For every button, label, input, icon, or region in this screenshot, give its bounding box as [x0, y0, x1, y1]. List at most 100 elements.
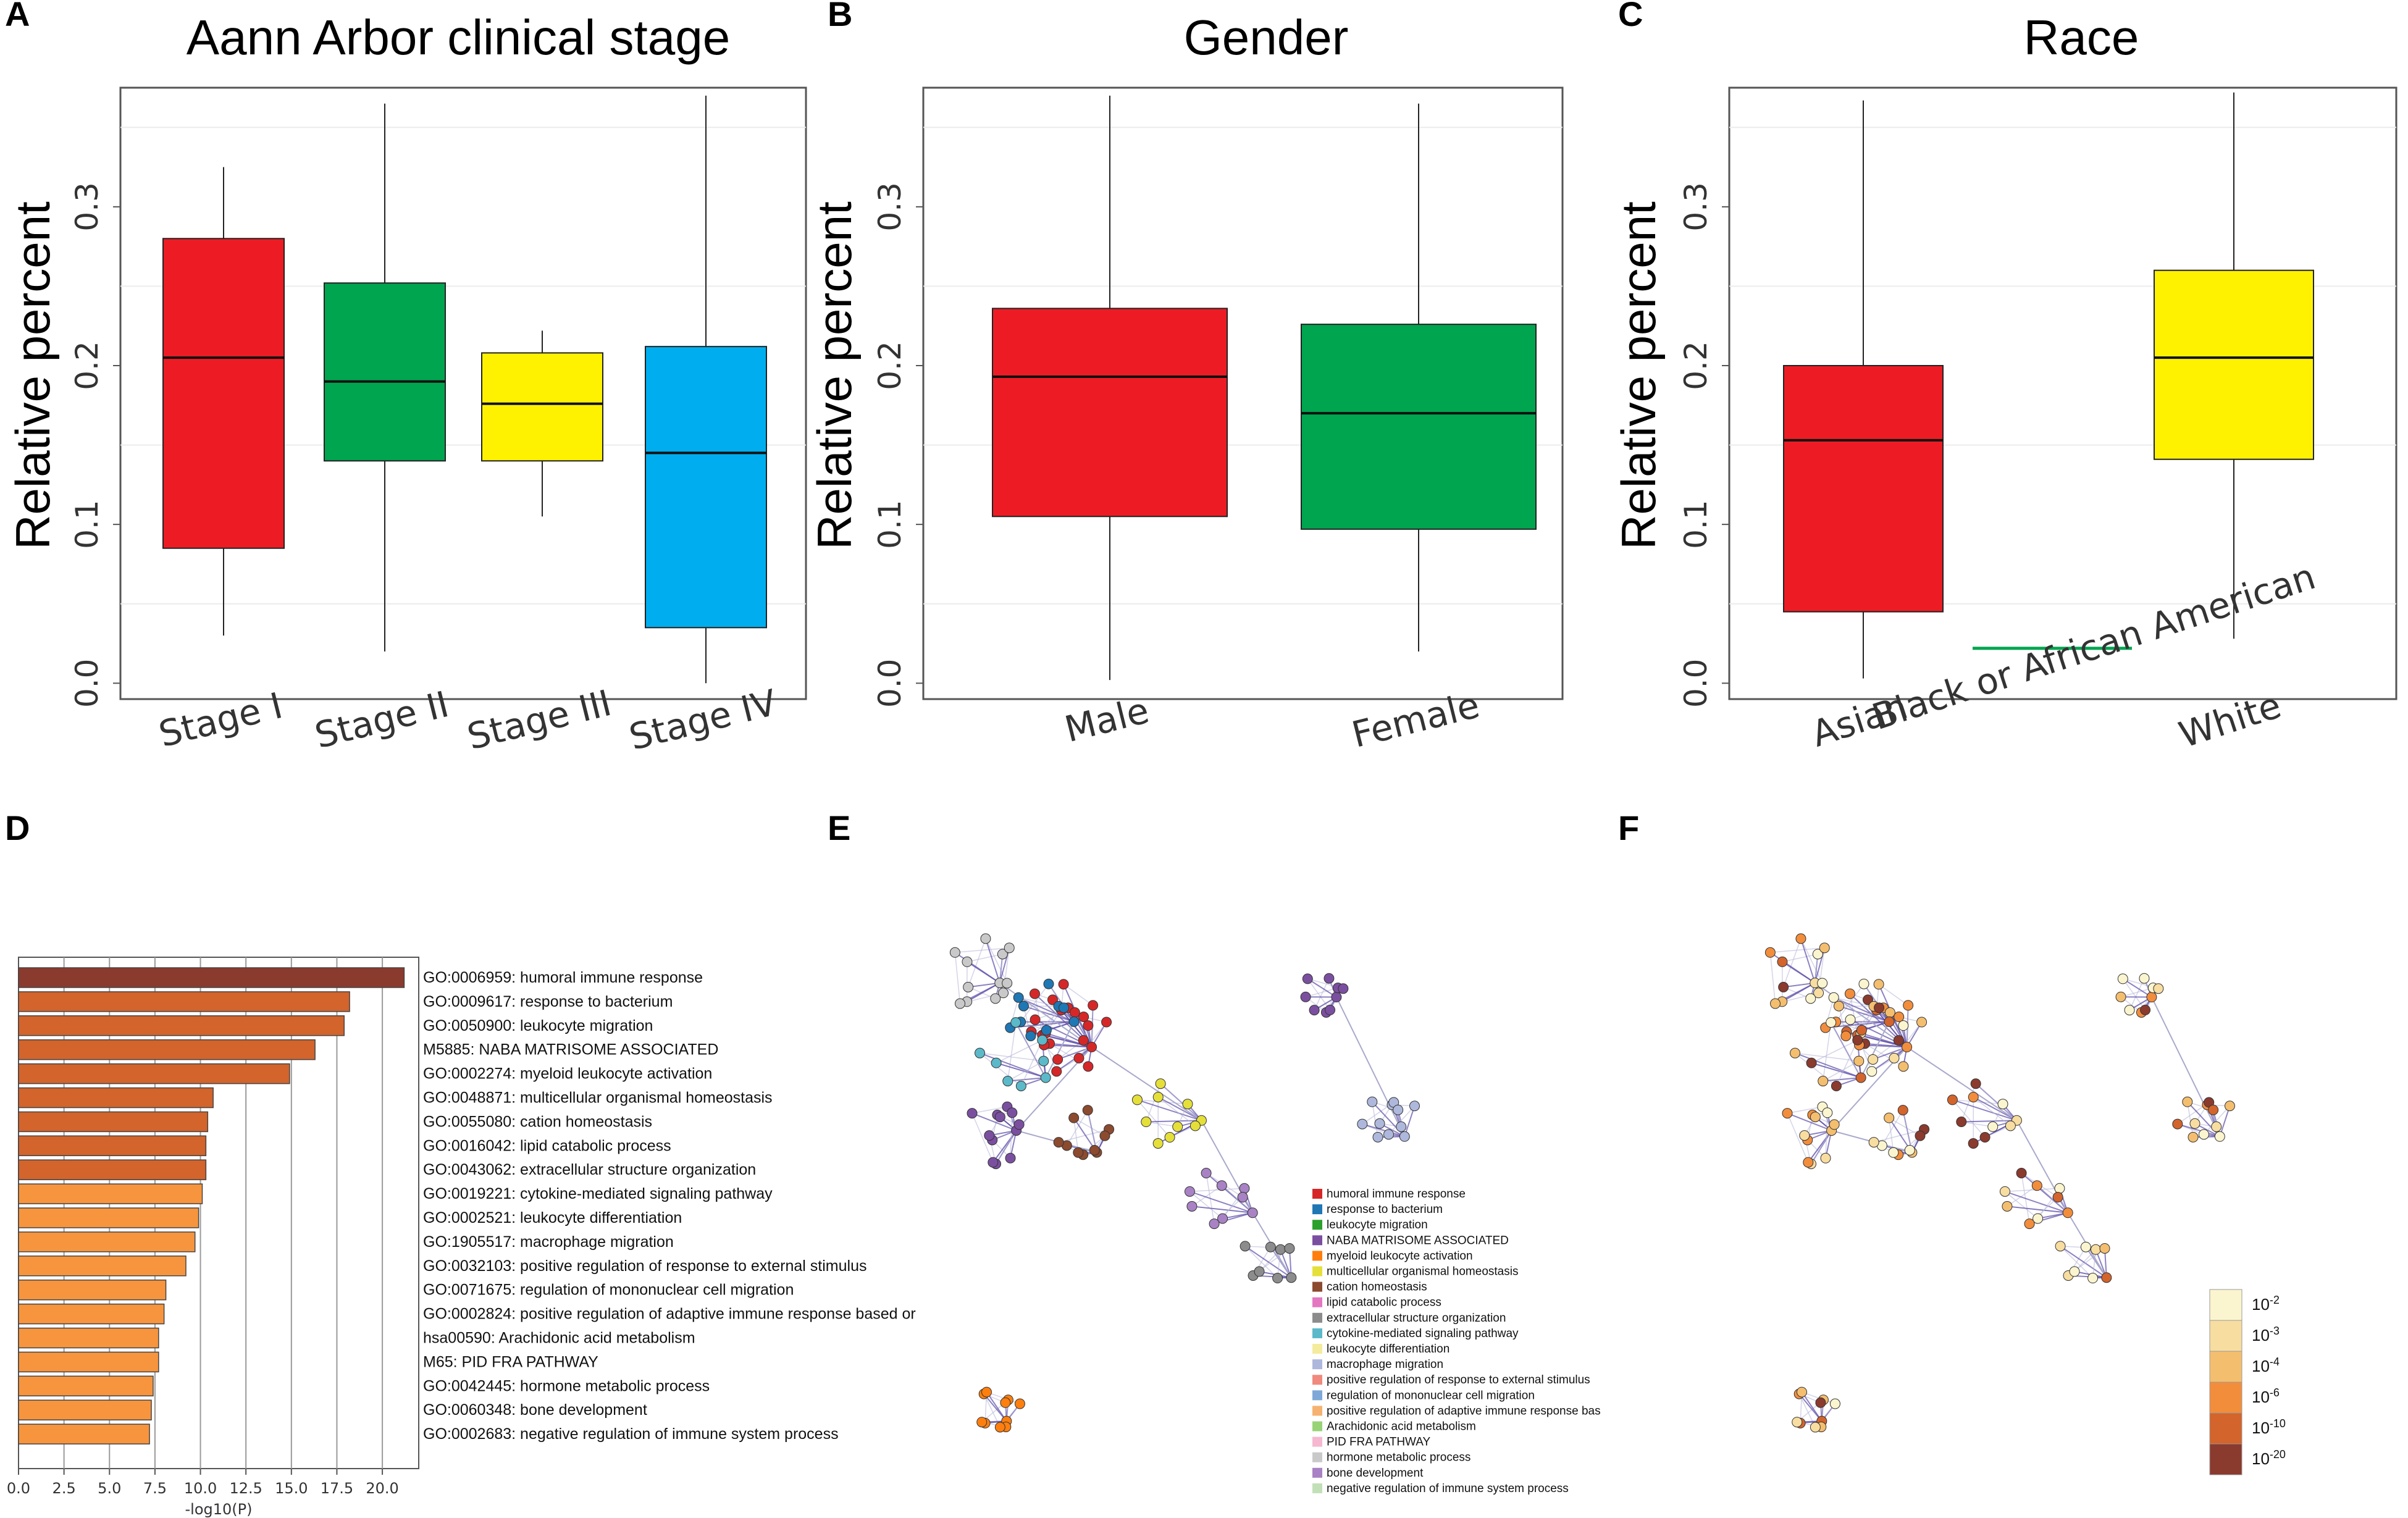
network-node	[1777, 956, 1788, 967]
network-node	[975, 1047, 986, 1059]
legend-label: lipid catabolic process	[1327, 1296, 1441, 1309]
network-node	[988, 1157, 999, 1168]
legend-swatch	[1312, 1452, 1322, 1462]
network-node	[1037, 1034, 1048, 1046]
box	[481, 352, 603, 462]
network-node	[1383, 1129, 1394, 1140]
boxplot-race: Race Relative percent 0.00.10.20.3AsianB…	[1611, 10, 2398, 756]
network-node	[2002, 1201, 2013, 1212]
network-node	[2172, 1118, 2183, 1130]
network-node	[1164, 1132, 1175, 1143]
x-tick-label: 12.5	[229, 1480, 262, 1497]
network-edge	[1007, 1060, 1044, 1082]
network-node	[1792, 1417, 1803, 1428]
network-node	[1840, 1030, 1852, 1041]
network-node	[1915, 1130, 1926, 1141]
network-edge	[1961, 1120, 2017, 1123]
network-node	[1189, 1120, 1201, 1131]
x-tick-label: 2.5	[52, 1480, 76, 1497]
network-node	[1172, 1121, 1183, 1132]
network-edge	[1307, 978, 1331, 1010]
network-node	[1073, 1052, 1084, 1063]
pvalue-label: 10-20	[2252, 1448, 2286, 1468]
network-edge	[2151, 997, 2221, 1137]
bar	[18, 1327, 159, 1349]
network-edge	[1973, 1096, 2011, 1126]
pvalue-exponent: -3	[2270, 1325, 2280, 1337]
network-edge	[1800, 938, 1816, 983]
legend-label: humoral immune response	[1327, 1188, 1466, 1201]
network-node	[1254, 1266, 1265, 1277]
network-node	[1099, 1130, 1110, 1141]
network-node	[2117, 973, 2128, 984]
y-tick-label: 0.0	[69, 659, 105, 708]
x-tick-label: 5.0	[98, 1480, 121, 1497]
network-node	[2052, 1192, 2063, 1203]
network-node	[1833, 1000, 1844, 1012]
network-node	[1083, 1020, 1094, 1031]
network-node	[2140, 1004, 2151, 1015]
network-node	[1829, 1119, 1840, 1130]
network-node	[1068, 1112, 1080, 1123]
pvalue-exponent: -2	[2270, 1294, 2280, 1306]
network-node	[1817, 978, 1828, 989]
legend-swatch	[1312, 1375, 1322, 1385]
network-node	[1331, 992, 1342, 1003]
network-node	[1089, 1144, 1100, 1155]
network-node	[1852, 1034, 1863, 1046]
network-edge	[971, 1113, 994, 1163]
network-node	[1302, 973, 1313, 984]
y-tick-label: 0.3	[872, 182, 908, 232]
pvalue-label: 10-6	[2252, 1386, 2280, 1406]
go-term-label: GO:0006959: humoral immune response	[423, 969, 703, 986]
x-category-label: Stage I	[154, 684, 287, 755]
network-node	[1796, 1386, 1807, 1398]
network-node	[976, 1417, 988, 1428]
network-node	[1237, 1192, 1248, 1203]
network-node	[1853, 1055, 1865, 1067]
network-edge	[1160, 1083, 1202, 1121]
network-node	[962, 956, 973, 967]
plot-frame	[119, 86, 807, 700]
network-node	[1855, 1072, 1866, 1083]
network-node	[1029, 988, 1040, 999]
network-node	[1818, 1076, 1829, 1087]
network-node	[1904, 1144, 1915, 1155]
y-tick-label: 0.2	[1678, 341, 1714, 390]
network-edge	[2120, 987, 2154, 997]
bar	[18, 1351, 159, 1373]
network-node	[2139, 973, 2150, 984]
bar	[18, 1015, 345, 1036]
network-node	[1884, 1112, 1895, 1123]
network-node	[2182, 1096, 2193, 1107]
box	[324, 282, 446, 462]
network-node	[1396, 1121, 1407, 1132]
network-edge	[2036, 1185, 2068, 1214]
bar	[18, 1256, 187, 1277]
network-node	[1053, 1137, 1064, 1148]
go-term-label: GO:0060348: bone development	[423, 1401, 647, 1419]
network-node	[1845, 1014, 1856, 1025]
network-edge	[1336, 997, 1406, 1137]
network-edge	[1833, 997, 1890, 1023]
network-node	[1217, 1213, 1228, 1224]
network-node	[1059, 1002, 1070, 1013]
network-node	[1152, 1091, 1164, 1102]
network-node	[1815, 1397, 1826, 1408]
network-edge	[1835, 1039, 1858, 1086]
network-edge	[1189, 1188, 1244, 1193]
network-edge	[1136, 1099, 1170, 1138]
network-node	[1873, 979, 1884, 990]
boxplot-ann-arbor-stage: Aann Arbor clinical stage Relative perce…	[6, 10, 807, 758]
network-node	[1844, 988, 1855, 999]
network-node	[1790, 1047, 1801, 1059]
network-node	[1239, 1183, 1250, 1194]
legend-swatch	[1312, 1344, 1322, 1354]
x-tick-label: 17.5	[321, 1480, 353, 1497]
legend-label: bone development	[1327, 1467, 1424, 1480]
legend-swatch	[1312, 1281, 1322, 1292]
network-node	[2016, 1168, 2027, 1179]
network-node	[1018, 1000, 1029, 1012]
network-node	[1078, 1035, 1089, 1046]
network-node	[994, 1112, 1005, 1123]
